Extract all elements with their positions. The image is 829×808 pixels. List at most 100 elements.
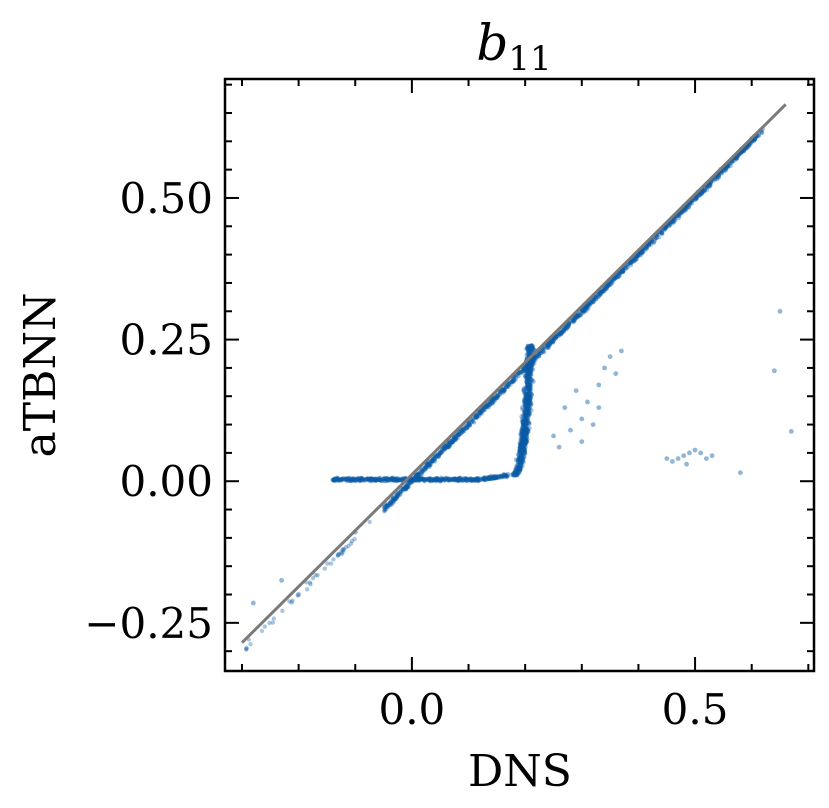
scatter-point bbox=[670, 218, 675, 224]
scatter-point bbox=[515, 470, 520, 475]
scatter-point bbox=[527, 385, 532, 390]
scatter-point bbox=[458, 475, 463, 480]
scatter-point bbox=[582, 306, 587, 311]
scatter-point bbox=[348, 477, 354, 482]
scatter-point bbox=[583, 305, 588, 310]
scatter-point bbox=[485, 476, 490, 481]
scatter-point bbox=[604, 284, 610, 289]
scatter-point bbox=[477, 409, 482, 415]
scatter-point bbox=[398, 477, 404, 482]
scatter-point bbox=[503, 383, 509, 388]
scatter-point bbox=[505, 474, 510, 479]
scatter-point bbox=[390, 477, 396, 482]
scatter-point bbox=[523, 386, 528, 391]
scatter-point bbox=[527, 383, 532, 389]
scatter-point bbox=[494, 394, 499, 399]
scatter-point bbox=[581, 308, 586, 314]
scatter-point bbox=[522, 430, 527, 436]
scatter-point bbox=[529, 369, 534, 374]
scatter-point bbox=[349, 538, 355, 544]
scatter-point bbox=[615, 274, 620, 279]
scatter-point bbox=[525, 427, 531, 432]
scatter-point bbox=[396, 477, 401, 482]
scatter-point bbox=[295, 593, 300, 598]
scatter-point bbox=[528, 376, 533, 381]
scatter-point bbox=[521, 418, 526, 424]
scatter-point bbox=[529, 408, 534, 413]
scatter-point bbox=[522, 425, 527, 430]
scatter-point bbox=[394, 494, 400, 499]
scatter-point bbox=[534, 353, 540, 358]
scatter-point bbox=[524, 428, 529, 434]
scatter-point bbox=[570, 318, 575, 323]
scatter-point bbox=[733, 157, 738, 162]
scatter-point bbox=[445, 444, 451, 449]
scatter-point bbox=[528, 365, 533, 370]
scatter-point bbox=[522, 425, 527, 430]
scatter-point bbox=[550, 338, 555, 344]
y-axis-label: aTBNN bbox=[15, 293, 66, 458]
scatter-point bbox=[359, 476, 365, 482]
scatter-point bbox=[526, 387, 532, 393]
scatter-point bbox=[529, 347, 534, 352]
scatter-point bbox=[524, 401, 530, 406]
scatter-point bbox=[519, 441, 525, 446]
scatter-point bbox=[524, 403, 529, 408]
scatter-point bbox=[640, 250, 645, 255]
scatter-point bbox=[521, 434, 526, 440]
scatter-point bbox=[413, 473, 419, 478]
scatter-point bbox=[562, 405, 568, 410]
scatter-point bbox=[523, 411, 528, 416]
scatter-point bbox=[531, 347, 536, 352]
scatter-point bbox=[451, 477, 457, 483]
scatter-point bbox=[525, 410, 530, 416]
scatter-point bbox=[788, 429, 794, 434]
scatter-point bbox=[357, 477, 362, 483]
scatter-point bbox=[488, 476, 493, 481]
scatter-point bbox=[511, 472, 516, 477]
scatter-point bbox=[528, 403, 533, 408]
scatter-point bbox=[610, 278, 615, 284]
scatter-point bbox=[529, 360, 534, 365]
scatter-point bbox=[455, 431, 461, 437]
scatter-point bbox=[511, 379, 516, 384]
scatter-point bbox=[391, 476, 397, 482]
scatter-point bbox=[523, 431, 529, 437]
scatter-point bbox=[427, 460, 432, 465]
scatter-point bbox=[452, 476, 458, 481]
scatter-point bbox=[524, 426, 529, 431]
scatter-point bbox=[520, 432, 526, 438]
scatter-point bbox=[521, 433, 526, 438]
scatter-point bbox=[486, 476, 491, 481]
scatter-point bbox=[514, 470, 519, 475]
scatter-point bbox=[527, 425, 532, 431]
scatter-point bbox=[394, 495, 399, 501]
scatter-point bbox=[609, 280, 614, 285]
scatter-point bbox=[551, 339, 556, 344]
scatter-point bbox=[529, 343, 534, 348]
scatter-point bbox=[468, 476, 473, 481]
scatter-point bbox=[587, 301, 592, 307]
scatter-point bbox=[522, 428, 527, 433]
scatter-point bbox=[662, 226, 667, 232]
scatter-point bbox=[521, 420, 527, 425]
scatter-point bbox=[520, 428, 525, 434]
scatter-point bbox=[529, 401, 534, 407]
scatter-point bbox=[536, 351, 542, 357]
scatter-point bbox=[523, 412, 529, 417]
scatter-point bbox=[463, 477, 469, 482]
scatter-point bbox=[426, 477, 432, 482]
scatter-point bbox=[487, 400, 493, 406]
scatter-point bbox=[519, 452, 525, 457]
scatter-point bbox=[513, 470, 519, 476]
scatter-point bbox=[450, 439, 456, 444]
scatter-point bbox=[401, 486, 407, 492]
scatter-point bbox=[442, 447, 447, 452]
scatter-point bbox=[529, 392, 534, 397]
scatter-point bbox=[520, 449, 525, 454]
scatter-point bbox=[530, 345, 535, 351]
scatter-point bbox=[693, 197, 698, 202]
scatter-point bbox=[435, 452, 440, 457]
scatter-point bbox=[457, 432, 462, 437]
scatter-point bbox=[414, 475, 419, 480]
